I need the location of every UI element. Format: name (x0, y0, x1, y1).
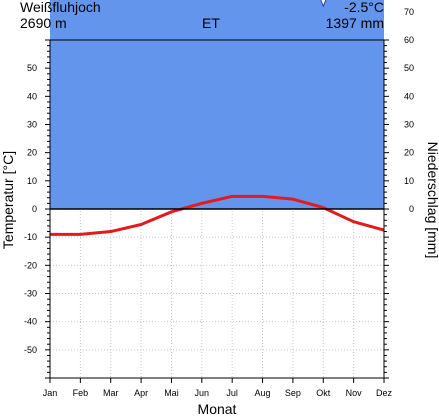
left-tick-label: 10 (27, 176, 37, 186)
left-axis-title: Temperatur [°C] (0, 151, 16, 249)
right-tick-label: 50 (404, 63, 414, 73)
right-tick-label: 20 (404, 148, 414, 158)
left-tick-label: 40 (27, 91, 37, 101)
precipitation-area (50, 0, 384, 209)
annual-precipitation: 1397 mm (326, 15, 384, 31)
temperature-line (50, 194, 385, 236)
right-tick-label: 30 (404, 120, 414, 130)
x-tick-label: Jul (226, 388, 238, 398)
x-tick-label: Nov (346, 388, 363, 398)
mean-temperature: -2.5°C (344, 0, 384, 15)
x-tick-label: Jan (43, 388, 58, 398)
x-tick-label: Sep (285, 388, 301, 398)
left-tick-label: -10 (24, 232, 37, 242)
left-tick-label: -20 (24, 260, 37, 270)
x-tick-label: Jun (195, 388, 210, 398)
right-tick-label: 0 (409, 204, 414, 214)
left-tick-label: -50 (24, 345, 37, 355)
x-tick-label: Aug (255, 388, 271, 398)
x-tick-label: Feb (73, 388, 89, 398)
left-tick-label: 50 (27, 63, 37, 73)
right-tick-label: 10 (404, 176, 414, 186)
station-name: Weißfluhjoch (20, 0, 101, 15)
climate-class: ET (202, 15, 220, 31)
right-tick-label: 60 (404, 35, 414, 45)
left-tick-label: 30 (27, 120, 37, 130)
left-tick-label: -40 (24, 317, 37, 327)
temperature-series-line (50, 194, 385, 236)
x-axis-ticks: Jan Feb Mar Apr Mai Jun Jul Aug Sep Okt Nov Dez (43, 378, 393, 398)
left-tick-label: -30 (24, 289, 37, 299)
x-tick-label: Mar (103, 388, 119, 398)
station-elevation: 2690 m (20, 15, 67, 31)
right-axis-ticks: 0102030405060708090100300500700900 (384, 7, 414, 379)
left-tick-label: 0 (32, 204, 37, 214)
left-axis-ticks: -50 -40 -30 -20 -10 0 10 20 30 40 50 (24, 39, 50, 379)
left-tick-label: 20 (27, 148, 37, 158)
x-tick-label: Apr (134, 388, 148, 398)
right-tick-label: 70 (404, 7, 414, 17)
x-tick-label: Okt (316, 388, 331, 398)
x-tick-label: Mai (164, 388, 179, 398)
x-axis-title: Monat (198, 401, 237, 417)
right-axis-title: Niederschlag [mm] (425, 142, 439, 259)
precipitation-main-area (50, 0, 384, 209)
right-tick-label: 40 (404, 91, 414, 101)
x-tick-label: Dez (376, 388, 393, 398)
